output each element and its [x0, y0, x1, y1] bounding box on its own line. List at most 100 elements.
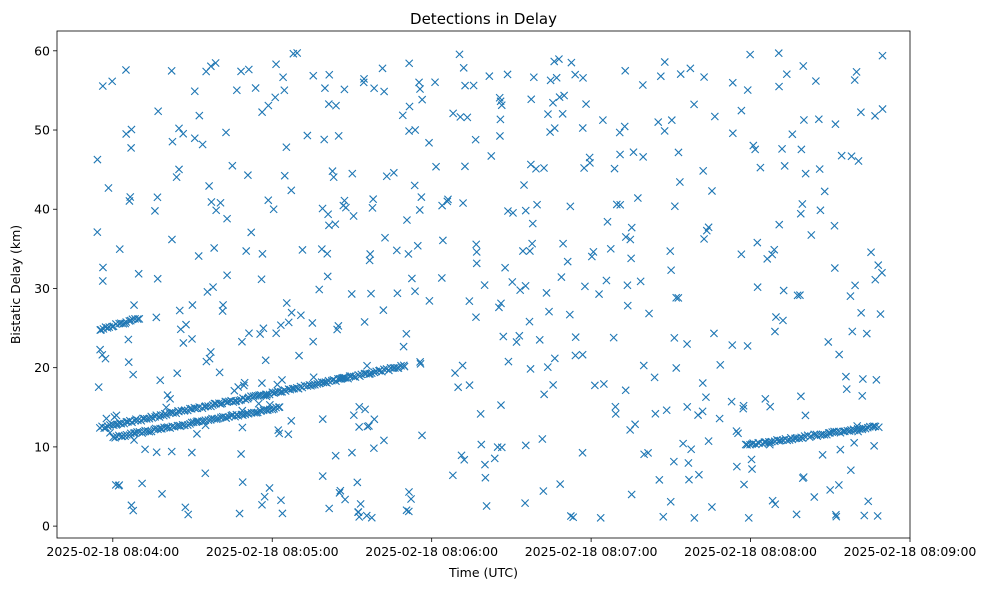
data-point: [858, 375, 867, 383]
data-point: [816, 206, 825, 215]
data-point: [596, 513, 605, 522]
y-axis: 0 10 20 30 40 50 60: [34, 43, 57, 534]
data-point: [407, 495, 416, 504]
data-point: [337, 374, 346, 383]
data-point: [728, 129, 737, 138]
data-point: [854, 427, 863, 436]
data-point: [471, 313, 480, 322]
data-point: [560, 91, 569, 100]
data-point: [515, 331, 524, 340]
data-point: [363, 422, 372, 431]
data-point: [700, 234, 709, 243]
data-point: [684, 459, 693, 467]
data-point: [651, 409, 660, 418]
data-point: [138, 479, 147, 488]
data-point: [743, 341, 752, 350]
data-point: [295, 351, 304, 360]
data-point: [94, 383, 103, 392]
data-point: [443, 197, 452, 206]
data-point: [841, 372, 850, 381]
data-point: [543, 110, 552, 119]
data-point: [472, 240, 481, 249]
data-point: [334, 131, 343, 140]
data-point: [679, 439, 688, 448]
data-point: [216, 198, 225, 207]
data-point: [448, 471, 457, 480]
data-point: [666, 247, 675, 256]
data-point: [508, 278, 517, 286]
data-point: [235, 396, 244, 405]
data-point: [669, 457, 678, 466]
data-point: [815, 165, 824, 174]
data-point: [323, 272, 332, 281]
data-point: [367, 369, 376, 378]
data-point: [273, 380, 282, 389]
data-point: [133, 416, 142, 425]
y-tick-label: 10: [34, 439, 50, 454]
data-point: [856, 108, 865, 117]
data-point: [589, 247, 598, 256]
data-point: [801, 169, 810, 178]
data-point: [276, 496, 285, 505]
data-point: [521, 441, 530, 450]
data-point: [480, 281, 489, 290]
data-point: [364, 421, 373, 430]
data-point: [857, 308, 866, 317]
data-point: [528, 239, 537, 248]
data-point: [504, 357, 513, 366]
data-point: [836, 445, 845, 454]
data-point: [359, 78, 368, 87]
data-point: [810, 493, 819, 502]
data-point: [175, 124, 183, 133]
data-point: [166, 394, 175, 403]
data-point: [340, 373, 349, 382]
data-point: [546, 76, 555, 85]
data-point: [379, 306, 388, 315]
data-point: [753, 283, 762, 292]
data-point: [710, 112, 719, 121]
data-point: [824, 337, 833, 346]
data-point: [854, 157, 863, 165]
plot-frame: [56, 30, 911, 539]
data-point: [623, 281, 632, 290]
data-point: [779, 286, 788, 295]
data-point: [319, 378, 328, 387]
data-point: [480, 460, 489, 469]
data-point: [244, 65, 253, 74]
data-point: [251, 84, 260, 93]
data-point: [481, 473, 490, 482]
data-point: [405, 102, 414, 111]
data-point: [284, 318, 293, 327]
data-point: [747, 455, 756, 464]
data-point: [563, 257, 572, 266]
data-point: [660, 126, 669, 135]
data-point: [496, 115, 505, 124]
data-point: [165, 408, 174, 417]
data-point: [280, 86, 289, 95]
data-point: [192, 429, 201, 438]
data-point: [864, 497, 873, 506]
data-point: [232, 86, 241, 95]
data-point: [187, 448, 196, 457]
data-point: [557, 273, 566, 282]
data-point: [101, 323, 110, 332]
data-point: [555, 93, 564, 102]
data-point: [795, 291, 804, 300]
data-point: [129, 370, 138, 379]
data-point: [457, 451, 466, 460]
data-point: [360, 317, 369, 326]
data-point: [341, 203, 350, 212]
data-point: [715, 414, 724, 423]
data-point: [878, 51, 887, 60]
data-point: [567, 58, 576, 67]
data-point: [181, 503, 190, 512]
data-point: [739, 401, 748, 410]
y-tick-label: 30: [34, 281, 50, 296]
data-point: [850, 76, 859, 85]
data-point: [363, 361, 372, 370]
data-point: [487, 151, 496, 160]
data-point: [477, 440, 486, 449]
data-point: [309, 71, 318, 80]
data-point: [512, 338, 521, 347]
